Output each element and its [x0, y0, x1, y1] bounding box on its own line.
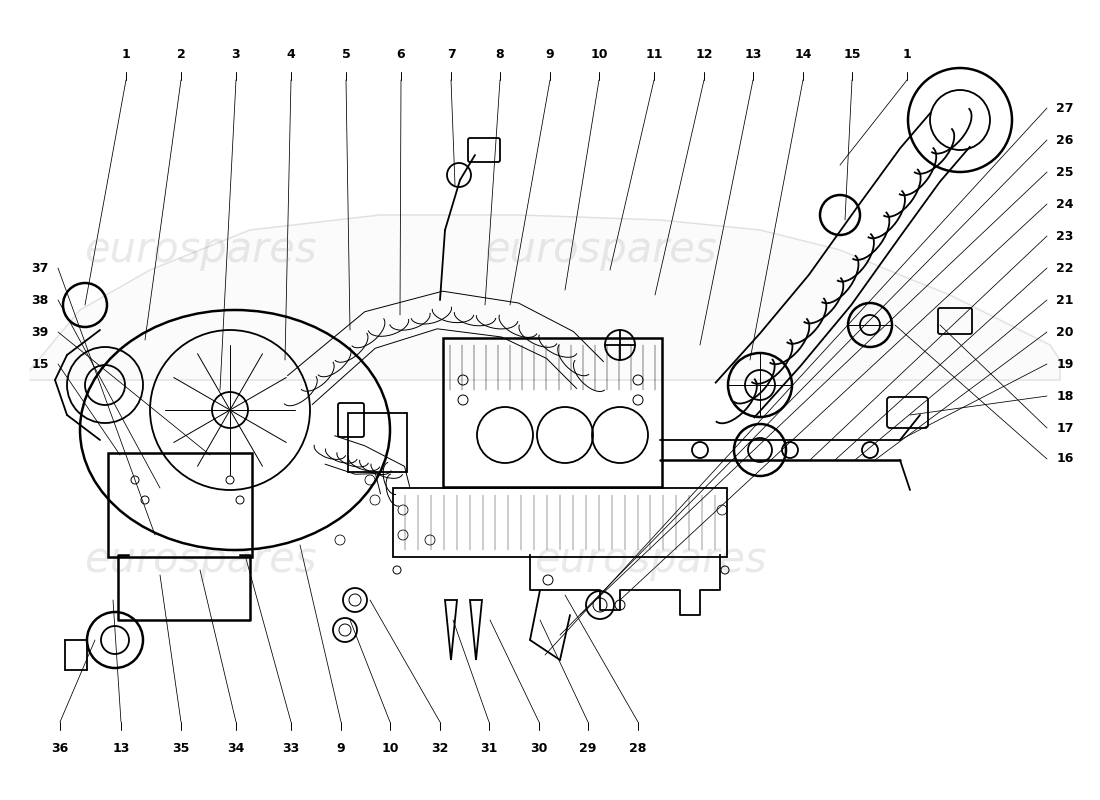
Text: 17: 17 [1056, 422, 1074, 434]
Text: 37: 37 [31, 262, 48, 274]
Text: 18: 18 [1056, 390, 1074, 402]
Text: eurospares: eurospares [534, 539, 767, 581]
Text: 1: 1 [122, 49, 131, 62]
Text: 4: 4 [287, 49, 296, 62]
Text: 12: 12 [695, 49, 713, 62]
Text: 6: 6 [397, 49, 405, 62]
Text: 10: 10 [382, 742, 398, 754]
Text: 19: 19 [1056, 358, 1074, 370]
Text: 21: 21 [1056, 294, 1074, 306]
Text: 11: 11 [646, 49, 662, 62]
Text: 13: 13 [745, 49, 761, 62]
Text: 35: 35 [173, 742, 189, 754]
Text: 38: 38 [32, 294, 48, 306]
Text: 28: 28 [629, 742, 647, 754]
Text: 10: 10 [591, 49, 607, 62]
Text: 5: 5 [342, 49, 351, 62]
Text: 15: 15 [844, 49, 860, 62]
Text: 30: 30 [530, 742, 548, 754]
Text: eurospares: eurospares [84, 229, 317, 271]
Text: 39: 39 [32, 326, 48, 338]
Text: 33: 33 [283, 742, 299, 754]
Text: 9: 9 [337, 742, 345, 754]
Polygon shape [30, 215, 1060, 380]
Text: 32: 32 [431, 742, 449, 754]
Text: 9: 9 [546, 49, 554, 62]
Text: 31: 31 [481, 742, 497, 754]
Text: 29: 29 [580, 742, 596, 754]
Text: 24: 24 [1056, 198, 1074, 210]
Text: eurospares: eurospares [484, 229, 716, 271]
Text: 8: 8 [496, 49, 504, 62]
Text: 7: 7 [447, 49, 455, 62]
Text: 14: 14 [794, 49, 812, 62]
Text: 22: 22 [1056, 262, 1074, 274]
Text: 36: 36 [52, 742, 68, 754]
Text: 1: 1 [903, 49, 912, 62]
Text: 13: 13 [112, 742, 130, 754]
Text: 25: 25 [1056, 166, 1074, 178]
Text: 2: 2 [177, 49, 186, 62]
Text: 16: 16 [1056, 453, 1074, 466]
Text: 34: 34 [228, 742, 244, 754]
Text: 27: 27 [1056, 102, 1074, 114]
Text: eurospares: eurospares [84, 539, 317, 581]
Text: 15: 15 [31, 358, 48, 370]
Text: 26: 26 [1056, 134, 1074, 146]
Text: 3: 3 [232, 49, 240, 62]
Text: 23: 23 [1056, 230, 1074, 242]
Text: 20: 20 [1056, 326, 1074, 338]
